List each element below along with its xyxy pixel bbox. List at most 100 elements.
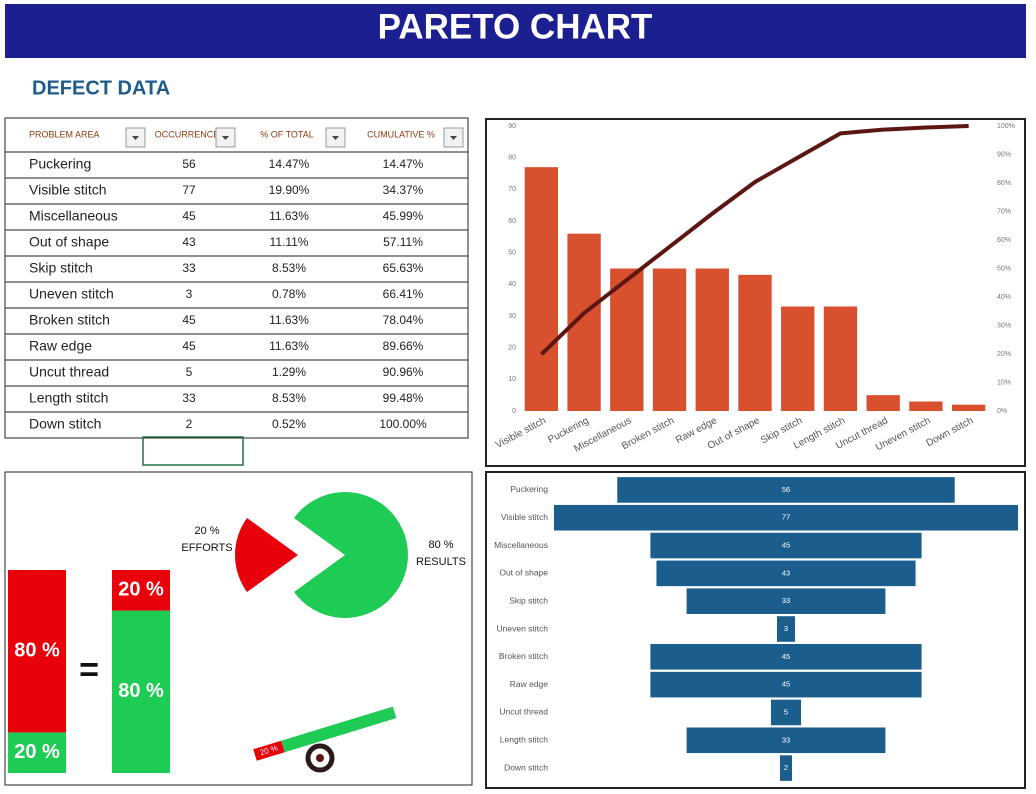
y-tick-label: 20 [508, 345, 516, 352]
table-cell: 0.52% [272, 417, 306, 431]
table-cell: 33 [182, 391, 196, 405]
pie-value-label: 20 % [194, 525, 219, 537]
funnel-bar [686, 588, 886, 614]
defect-table: PROBLEM AREA OCCURRENCE % OF TOTAL CUMULATI… [4, 117, 469, 439]
funnel-bar [650, 671, 922, 698]
table-cell: 45.99% [383, 209, 424, 223]
column-header: OCCURRENCE [155, 129, 220, 139]
bar [695, 268, 729, 411]
bar [909, 401, 943, 411]
table-cell: Uncut thread [29, 364, 109, 380]
table-cell: 99.48% [383, 391, 424, 405]
infographic-panel [4, 471, 473, 786]
selected-cell[interactable] [142, 436, 244, 466]
table-cell: 65.63% [383, 261, 424, 275]
funnel-bar [776, 616, 796, 642]
funnel-bar [617, 477, 955, 503]
funnel-bar [686, 727, 886, 754]
y2-tick-label: 100% [997, 123, 1015, 130]
y2-tick-label: 20% [997, 351, 1011, 358]
pareto-chart: 0 10 20 30 40 50 60 70 80 90 0% 10% 20% 30% 40% 50% 60% 7… [494, 123, 1015, 455]
page-title: PARETO CHART [378, 7, 653, 46]
stack-segment [112, 570, 170, 611]
category-label: Down stitch [504, 762, 548, 772]
table-cell: 57.11% [383, 235, 423, 249]
table-cell: 45 [182, 209, 196, 223]
pie-category-label: RESULTS [416, 556, 466, 568]
funnel-bar [650, 532, 922, 559]
bar [610, 268, 644, 411]
y-tick-label: 50 [508, 250, 516, 257]
table-cell: 66.41% [383, 287, 424, 301]
y2-tick-label: 50% [997, 265, 1011, 272]
table-cell: 19.90% [269, 183, 310, 197]
value-label: 45 [782, 680, 790, 689]
pie-category-label: EFFORTS [181, 542, 232, 554]
value-label: 56 [782, 485, 790, 494]
funnel-bar [650, 644, 922, 670]
section-title: DEFECT DATA [32, 77, 170, 99]
table-cell: 14.47% [383, 157, 424, 171]
segment-label: 20 % [14, 741, 60, 763]
table-cell: Down stitch [29, 416, 101, 432]
column-header: % OF TOTAL [260, 129, 314, 139]
funnel-chart: Puckering 56 Visible stitch 77 Miscellaneous… [494, 477, 1018, 781]
value-label: 5 [784, 707, 788, 716]
table-cell: 3 [186, 287, 193, 301]
table-cell: 11.63% [269, 209, 309, 223]
value-label: 33 [782, 596, 790, 605]
filter-arrow [222, 136, 229, 140]
header-bar [5, 4, 1026, 58]
y2-tick-label: 70% [997, 208, 1011, 215]
category-label: Skip stitch [509, 595, 548, 605]
table-cell: Puckering [29, 156, 91, 172]
table-cell: Miscellaneous [29, 208, 118, 224]
funnel-bar [656, 560, 916, 587]
table-cell: 0.78% [272, 287, 306, 301]
y2-tick-label: 30% [997, 322, 1011, 329]
y2-tick-label: 40% [997, 294, 1011, 301]
category-label: Uneven stitch [497, 623, 549, 633]
filter-arrow [450, 136, 457, 140]
table-cell: 34.37% [383, 183, 424, 197]
segment-label: 80 % [118, 680, 164, 702]
x-tick-label: Down stitch [924, 415, 975, 449]
value-label: 43 [782, 568, 790, 577]
stack-segment [8, 570, 66, 733]
x-tick-label: Visible stitch [494, 415, 548, 451]
y2-tick-label: 90% [997, 151, 1011, 158]
column-header: CUMULATIVE % [367, 129, 435, 139]
category-label: Uncut thread [499, 707, 548, 717]
table-cell: Skip stitch [29, 260, 93, 276]
y-tick-label: 10 [508, 376, 516, 383]
equals-sign: = [79, 651, 99, 689]
stack-segment [8, 732, 66, 773]
table-cell: 1.29% [272, 365, 306, 379]
funnel-panel [485, 471, 1026, 789]
bar [652, 268, 687, 411]
table-cell: 89.66% [383, 339, 424, 353]
table-cell: Visible stitch [29, 182, 107, 198]
category-label: Broken stitch [499, 651, 548, 661]
table-cell: 11.63% [269, 313, 309, 327]
y2-tick-label: 10% [997, 379, 1011, 386]
table-cell: 2 [186, 417, 193, 431]
bar [866, 395, 900, 411]
pie-value-label: 80 % [428, 539, 453, 551]
y2-tick-label: 0% [997, 408, 1007, 415]
category-label: Length stitch [500, 735, 548, 745]
pie-slice [235, 517, 298, 593]
category-label: Visible stitch [501, 512, 548, 522]
segment-label: 80 % [14, 639, 60, 661]
category-label: Puckering [510, 484, 548, 494]
bar [738, 274, 772, 411]
filter-arrow [132, 136, 139, 140]
value-label: 45 [782, 541, 790, 550]
y-tick-label: 80 [508, 155, 516, 162]
bar [781, 306, 815, 411]
y-tick-label: 70 [508, 186, 516, 193]
table-cell: Raw edge [29, 338, 92, 354]
table-cell: 100.00% [379, 417, 427, 431]
y2-tick-label: 80% [997, 180, 1011, 187]
category-label: Miscellaneous [494, 540, 548, 550]
